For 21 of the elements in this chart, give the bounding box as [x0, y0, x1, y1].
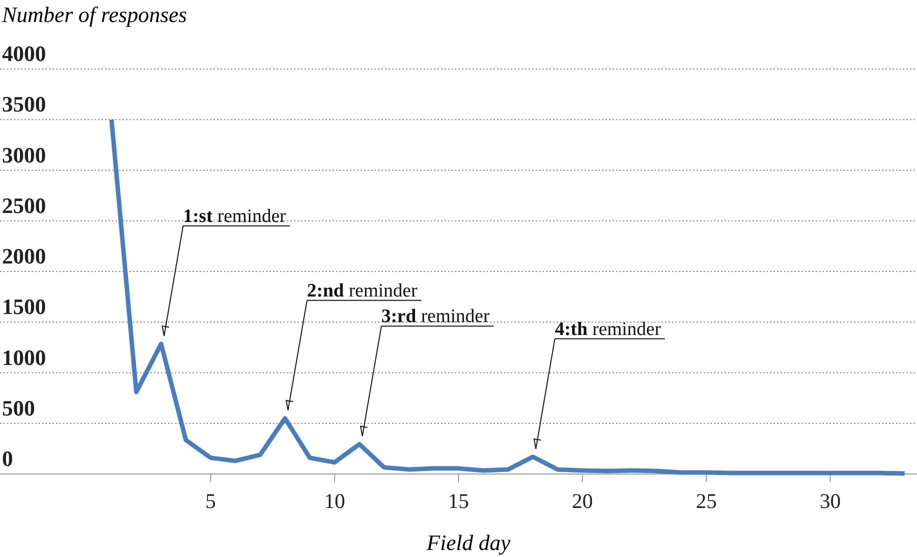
- x-tick-label: 20: [572, 489, 593, 514]
- annotation: 1:st reminder: [183, 206, 287, 227]
- x-axis-title: Field day: [426, 530, 511, 555]
- x-tick-label: 15: [448, 489, 469, 514]
- y-axis-title: Number of responses: [1, 2, 187, 27]
- y-tick-label: 2500: [2, 192, 46, 218]
- annotation: 4:th reminder: [554, 318, 662, 340]
- annotation: 2:nd reminder: [307, 280, 418, 302]
- y-tick-label: 3500: [2, 92, 46, 117]
- y-tick-label: 0: [2, 446, 13, 471]
- x-tick-label: 10: [324, 489, 346, 514]
- y-tick-label: 3000: [2, 142, 46, 168]
- x-tick-label: 5: [205, 489, 216, 514]
- annotation: 3:rd reminder: [381, 306, 490, 328]
- x-tick-label: 25: [696, 489, 717, 514]
- y-tick-label: 1500: [2, 294, 46, 320]
- x-tick-label: 30: [820, 489, 841, 514]
- y-tick-label: 4000: [2, 41, 46, 66]
- y-tick-label: 500: [2, 395, 35, 420]
- y-tick-label: 2000: [2, 244, 46, 268]
- y-tick-label: 1000: [2, 344, 46, 370]
